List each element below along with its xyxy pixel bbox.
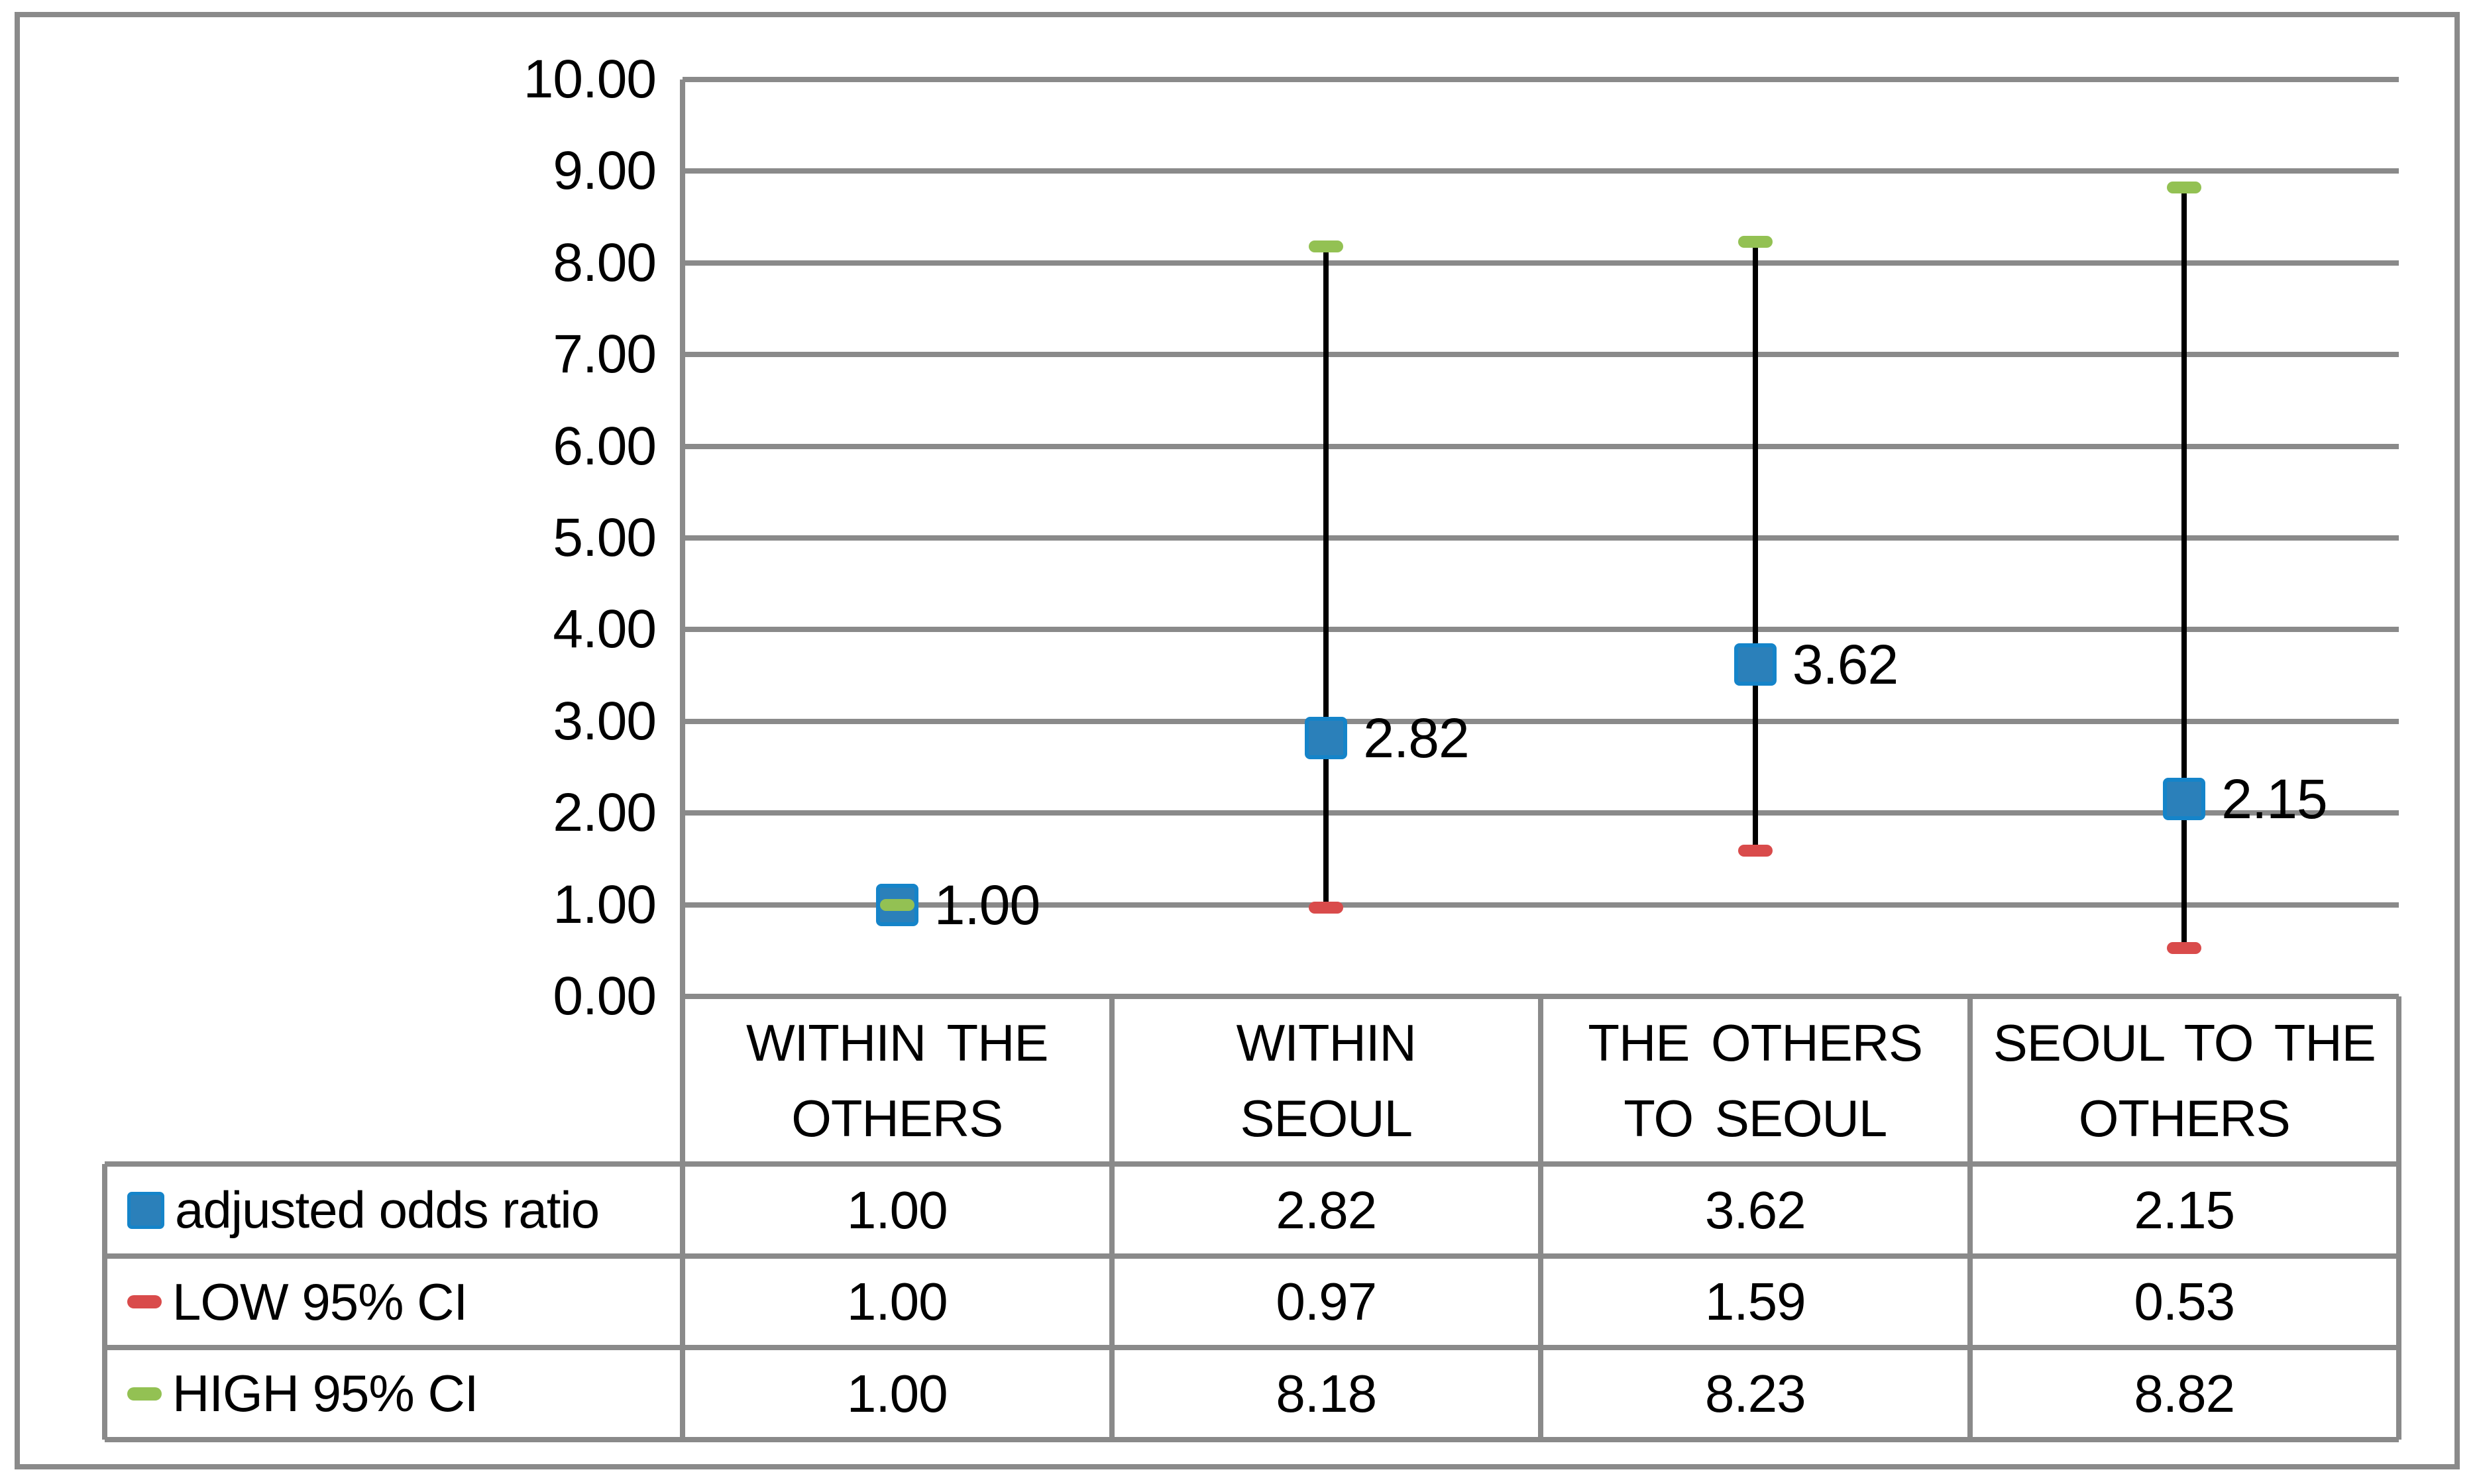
y-axis-tick-label: 10.00: [523, 49, 657, 109]
high-ci-cap: [879, 898, 914, 911]
gridline: [683, 627, 2399, 633]
legend-cell: LOW 95% CI: [105, 1259, 683, 1345]
gridline: [683, 535, 2399, 541]
table-row-border: [105, 1253, 2399, 1259]
y-axis-tick-label: 2.00: [553, 782, 657, 843]
gridline: [683, 77, 2399, 82]
table-row-border: [105, 1437, 2399, 1442]
category-header-line: SEOUL: [1240, 1088, 1413, 1147]
table-column-border: [1967, 996, 1973, 1440]
table-row-border: [105, 1345, 2399, 1350]
table-value-cell: 1.59: [1704, 1272, 1806, 1331]
table-value-cell: 0.97: [1276, 1272, 1377, 1331]
table-value-cell: 1.00: [846, 1272, 948, 1331]
category-header-line: WITHIN: [1236, 1013, 1417, 1072]
gridline: [683, 168, 2399, 174]
table-value-cell: 8.82: [2134, 1363, 2235, 1423]
legend-series-label: adjusted odds ratio: [175, 1181, 600, 1239]
gridline: [683, 443, 2399, 449]
category-header-line: TO SEOUL: [1624, 1088, 1887, 1147]
table-value-cell: 3.62: [1704, 1180, 1806, 1240]
y-axis-tick-label: 7.00: [553, 324, 657, 385]
odds-ratio-marker: [2163, 778, 2206, 821]
high-ci-cap: [1737, 235, 1773, 248]
y-axis-tick-label: 3.00: [553, 690, 657, 751]
category-header-line: OTHERS: [791, 1088, 1003, 1147]
y-axis-tick-label: 9.00: [553, 140, 657, 201]
error-bar-line: [2181, 187, 2187, 948]
table-value-cell: 0.53: [2134, 1272, 2235, 1331]
category-header-line: OTHERS: [2078, 1088, 2291, 1147]
y-axis-tick-label: 4.00: [553, 599, 657, 660]
point-data-label: 3.62: [1792, 633, 1899, 696]
figure-border: [15, 12, 2460, 1469]
low-ci-cap: [1737, 844, 1773, 857]
table-right-border: [2396, 996, 2401, 1440]
legend-dash-marker: [127, 1387, 162, 1401]
error-bar-line: [1752, 241, 1758, 851]
category-header-cell: WITHIN THE OTHERS: [683, 999, 1112, 1161]
table-row-border: [105, 1161, 2399, 1167]
error-bar-line: [1323, 246, 1329, 908]
y-axis-line: [680, 80, 685, 1440]
table-column-border: [1109, 996, 1115, 1440]
legend-square-marker: [127, 1191, 164, 1229]
gridline: [683, 902, 2399, 908]
legend-series-label: LOW 95% CI: [172, 1272, 468, 1331]
y-axis-tick-label: 8.00: [553, 232, 657, 293]
y-axis-tick-label: 5.00: [553, 507, 657, 568]
legend-cell: HIGH 95% CI: [105, 1350, 683, 1437]
legend-series-label: HIGH 95% CI: [172, 1364, 478, 1422]
y-axis-tick-label: 1.00: [553, 874, 657, 935]
table-value-cell: 1.00: [846, 1180, 948, 1240]
category-header-line: SEOUL TO THE: [1993, 1013, 2376, 1072]
gridline: [683, 260, 2399, 266]
table-column-border: [1538, 996, 1543, 1440]
y-axis-tick-label: 6.00: [553, 415, 657, 476]
table-value-cell: 8.23: [1704, 1363, 1806, 1423]
table-value-cell: 2.82: [1276, 1180, 1377, 1240]
table-legend-left-border: [102, 1164, 107, 1440]
category-header-cell: SEOUL TO THE OTHERS: [1970, 999, 2399, 1161]
point-data-label: 1.00: [934, 873, 1040, 936]
legend-dash-marker: [127, 1295, 162, 1308]
gridline: [683, 352, 2399, 358]
table-value-cell: 2.15: [2134, 1180, 2235, 1240]
table-value-cell: 8.18: [1276, 1363, 1377, 1423]
legend-cell: adjusted odds ratio: [105, 1167, 683, 1253]
low-ci-cap: [1309, 901, 1344, 914]
high-ci-cap: [1309, 240, 1344, 252]
odds-ratio-marker: [1734, 643, 1777, 686]
y-axis-tick-label: 0.00: [553, 966, 657, 1026]
odds-ratio-marker: [1305, 716, 1348, 759]
table-value-cell: 1.00: [846, 1363, 948, 1423]
category-header-line: THE OTHERS: [1588, 1013, 1923, 1072]
low-ci-cap: [2167, 941, 2202, 954]
category-header-cell: WITHIN SEOUL: [1112, 999, 1541, 1161]
point-data-label: 2.15: [2221, 768, 2327, 831]
gridline: [683, 810, 2399, 816]
point-data-label: 2.82: [1363, 706, 1469, 769]
category-header-cell: THE OTHERS TO SEOUL: [1541, 999, 1970, 1161]
category-header-line: WITHIN THE: [745, 1013, 1049, 1072]
gridline: [683, 718, 2399, 724]
high-ci-cap: [2167, 182, 2202, 194]
